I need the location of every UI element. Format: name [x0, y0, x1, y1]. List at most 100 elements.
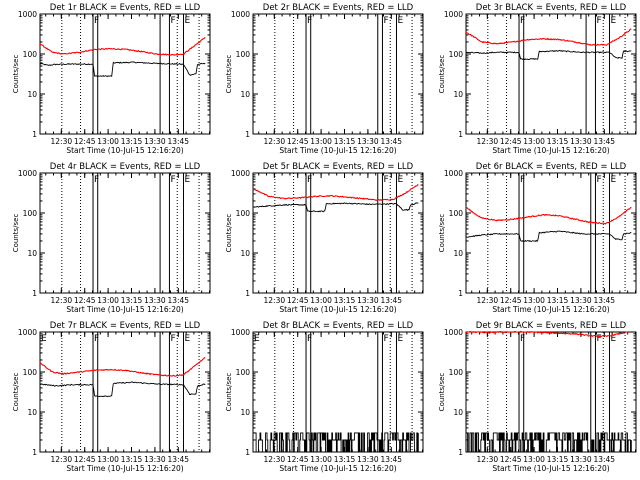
y-tick-label: 10	[240, 249, 250, 258]
panel-title: Det 1r BLACK = Events, RED = LLD	[50, 3, 201, 13]
x-tick-label: 12:30	[477, 137, 499, 146]
y-tick-label: 1000	[18, 169, 37, 178]
y-axis-label: Counts/sec	[225, 55, 233, 94]
y-tick-label: 1000	[231, 328, 250, 337]
x-tick-label: 13:30	[357, 296, 379, 305]
panel-3: Det 3r BLACK = Events, RED = LLD 1 10 100 10…	[438, 3, 637, 155]
x-tick-label: 13:45	[593, 137, 615, 146]
flag-E-label: E	[397, 175, 403, 185]
panel-title: Det 6r BLACK = Events, RED = LLD	[476, 162, 627, 172]
x-tick-label: 13:45	[167, 455, 189, 464]
y-tick-label: 10	[453, 90, 463, 99]
y-tick-label: 100	[23, 209, 38, 218]
x-axis-label: Start Time (10-Jul-15 12:16:20)	[492, 305, 609, 314]
x-tick-label: 13:30	[570, 455, 592, 464]
x-tick-label: 12:45	[287, 296, 309, 305]
flag-F-label: F	[520, 16, 525, 26]
y-tick-label: 1000	[444, 10, 463, 19]
y-axis-label: Counts/sec	[225, 214, 233, 253]
panel-title: Det 5r BLACK = Events, RED = LLD	[263, 162, 414, 172]
flag-F-label: F	[170, 334, 175, 344]
y-tick-label: 1	[458, 448, 463, 457]
x-tick-label: 12:45	[500, 296, 522, 305]
flag-F-label: F	[520, 175, 525, 185]
panel-8: Det 8r BLACK = Events, RED = LLD 1 10 100 10…	[225, 321, 424, 473]
x-tick-label: 12:45	[74, 137, 96, 146]
x-axis-label: Start Time (10-Jul-15 12:16:20)	[279, 305, 396, 314]
lld-series-line	[466, 28, 632, 46]
x-tick-label: 12:30	[477, 455, 499, 464]
plot-frame	[39, 172, 211, 294]
y-tick-label: 100	[449, 209, 464, 218]
flag-F-label: F	[520, 334, 525, 344]
x-tick-label: 13:15	[121, 137, 143, 146]
x-axis-label: Start Time (10-Jul-15 12:16:20)	[492, 464, 609, 473]
lld-series-line	[39, 356, 206, 377]
x-tick-label: 13:45	[593, 296, 615, 305]
y-axis-label: Counts/sec	[438, 214, 446, 253]
flag-E-label: E	[610, 334, 616, 344]
panel-1: Det 1r BLACK = Events, RED = LLD 1 10 100 10…	[12, 3, 211, 155]
x-tick-label: 12:30	[51, 296, 73, 305]
panel-title: Det 9r BLACK = Events, RED = LLD	[476, 321, 627, 331]
y-tick-label: 1000	[18, 328, 37, 337]
flag-F-label: F	[383, 334, 388, 344]
plot-frame	[465, 13, 637, 135]
flag-F-label: F	[94, 16, 99, 26]
x-tick-label: 13:45	[380, 296, 402, 305]
plot-frame	[39, 331, 211, 453]
y-tick-label: 1	[245, 448, 250, 457]
x-tick-label: 13:30	[144, 296, 166, 305]
flag-E-label: E	[184, 334, 190, 344]
flag-E-label: E	[397, 334, 403, 344]
y-tick-label: 100	[23, 368, 38, 377]
x-tick-label: 13:00	[97, 455, 119, 464]
x-tick-label: 12:30	[51, 137, 73, 146]
panel-title: Det 2r BLACK = Events, RED = LLD	[263, 3, 414, 13]
plot-frame	[252, 331, 424, 453]
events-series-line	[39, 61, 206, 78]
events-series-line	[466, 432, 632, 453]
flag-F-label: F	[94, 175, 99, 185]
y-tick-label: 1	[245, 130, 250, 139]
x-tick-label: 13:30	[357, 455, 379, 464]
flag-E-label: E	[610, 16, 616, 26]
x-tick-label: 13:45	[380, 137, 402, 146]
x-tick-label: 13:15	[121, 296, 143, 305]
x-tick-label: 13:15	[334, 296, 356, 305]
panel-4: Det 4r BLACK = Events, RED = LLD 1 10 100 10…	[12, 162, 211, 314]
x-axis-label: Start Time (10-Jul-15 12:16:20)	[279, 146, 396, 155]
flag-E-label: E	[184, 16, 190, 26]
flag-F-label: F	[596, 334, 601, 344]
panel-6: Det 6r BLACK = Events, RED = LLD 1 10 100 10…	[438, 162, 637, 314]
y-tick-label: 100	[449, 50, 464, 59]
x-tick-label: 12:45	[74, 296, 96, 305]
x-tick-label: 13:15	[547, 455, 569, 464]
flag-F-label: F	[596, 16, 601, 26]
x-tick-label: 13:15	[121, 455, 143, 464]
panel-title: Det 3r BLACK = Events, RED = LLD	[476, 3, 627, 13]
x-tick-label: 13:45	[593, 455, 615, 464]
y-tick-label: 1000	[444, 169, 463, 178]
x-tick-label: 13:30	[144, 137, 166, 146]
y-tick-label: 1	[458, 130, 463, 139]
flag-F-label: F	[94, 334, 99, 344]
y-axis-label: Counts/sec	[12, 373, 20, 412]
y-axis-label: Counts/sec	[12, 55, 20, 94]
x-tick-label: 13:45	[380, 455, 402, 464]
plot-frame	[465, 172, 637, 294]
y-tick-label: 10	[453, 408, 463, 417]
y-tick-label: 1	[32, 289, 37, 298]
x-axis-label: Start Time (10-Jul-15 12:16:20)	[66, 305, 183, 314]
panels-group: Det 1r BLACK = Events, RED = LLD 1 10 100 10…	[12, 3, 637, 473]
plot-frame	[252, 13, 424, 135]
flag-E-label: E	[41, 334, 47, 344]
x-tick-label: 13:00	[97, 296, 119, 305]
panel-title: Det 4r BLACK = Events, RED = LLD	[50, 162, 201, 172]
flag-F-label: F	[307, 334, 312, 344]
events-series-line	[39, 381, 206, 398]
flag-F-label: F	[170, 175, 175, 185]
x-tick-label: 13:30	[570, 296, 592, 305]
y-tick-label: 10	[27, 408, 37, 417]
